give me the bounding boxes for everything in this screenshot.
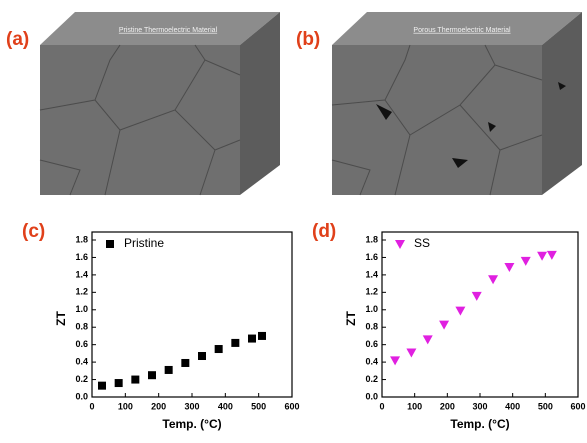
legend-label: Pristine	[124, 236, 164, 250]
point	[547, 251, 557, 260]
point	[248, 335, 256, 343]
x-tick-label: 100	[118, 401, 133, 411]
y-tick-label: 1.0	[365, 304, 378, 314]
y-tick-label: 1.0	[75, 304, 88, 314]
plot-frame	[382, 232, 578, 397]
y-tick-label: 1.8	[365, 234, 378, 244]
panel-label: (d)	[312, 221, 336, 242]
x-tick-label: 300	[184, 401, 199, 411]
point	[537, 252, 547, 261]
point	[488, 275, 498, 284]
x-tick-label: 300	[472, 401, 487, 411]
point	[115, 379, 123, 387]
point	[231, 339, 239, 347]
x-tick-label: 200	[440, 401, 455, 411]
panel-label: (a)	[6, 29, 29, 50]
x-tick-label: 500	[251, 401, 266, 411]
cube-front	[332, 45, 542, 195]
legend-marker	[395, 240, 405, 249]
y-tick-label: 0.0	[365, 391, 378, 401]
y-tick-label: 0.8	[75, 322, 88, 332]
x-tick-label: 0	[89, 401, 94, 411]
x-tick-label: 600	[284, 401, 299, 411]
y-tick-label: 0.4	[75, 356, 88, 366]
point	[165, 366, 173, 374]
y-tick-label: 0.2	[365, 374, 378, 384]
y-axis-label: ZT	[344, 311, 358, 326]
x-tick-label: 400	[505, 401, 520, 411]
y-tick-label: 1.6	[365, 252, 378, 262]
legend-marker	[106, 240, 114, 248]
point	[390, 356, 400, 365]
cube-front	[40, 45, 240, 195]
x-tick-label: 200	[151, 401, 166, 411]
x-axis-label: Temp. (°C)	[162, 417, 221, 431]
x-tick-label: 400	[218, 401, 233, 411]
x-tick-label: 500	[538, 401, 553, 411]
x-tick-label: 0	[379, 401, 384, 411]
y-tick-label: 0.6	[365, 339, 378, 349]
y-tick-label: 1.4	[365, 269, 378, 279]
panel-label: (c)	[22, 221, 45, 242]
x-tick-label: 100	[407, 401, 422, 411]
y-tick-label: 0.6	[75, 339, 88, 349]
point	[472, 292, 482, 301]
point	[181, 359, 189, 367]
figure: (a) Pristine Thermoelectric Material (b)…	[0, 0, 587, 443]
point	[406, 349, 416, 358]
x-tick-label: 600	[570, 401, 585, 411]
y-tick-label: 0.8	[365, 322, 378, 332]
panel-label: (b)	[296, 29, 320, 50]
point	[439, 321, 449, 330]
point	[504, 263, 514, 272]
point	[215, 345, 223, 353]
cube-b: (b) Porous Thermoelectric Material	[296, 12, 582, 195]
y-tick-label: 1.2	[75, 287, 88, 297]
point	[198, 352, 206, 360]
y-tick-label: 0.0	[75, 391, 88, 401]
y-tick-label: 1.6	[75, 252, 88, 262]
y-tick-label: 0.4	[365, 356, 378, 366]
cube-a: (a) Pristine Thermoelectric Material	[6, 12, 280, 195]
cube-title: Porous Thermoelectric Material	[413, 27, 511, 34]
y-tick-label: 1.2	[365, 287, 378, 297]
y-tick-label: 1.4	[75, 269, 88, 279]
y-tick-label: 1.8	[75, 234, 88, 244]
point	[423, 335, 433, 344]
x-axis-label: Temp. (°C)	[450, 417, 509, 431]
point	[521, 257, 531, 266]
point	[148, 371, 156, 379]
cube-title: Pristine Thermoelectric Material	[119, 27, 218, 34]
point	[98, 382, 106, 390]
y-axis-label: ZT	[54, 311, 68, 326]
point	[131, 376, 139, 384]
legend-label: SS	[414, 236, 430, 250]
point	[455, 307, 465, 316]
point	[258, 332, 266, 340]
y-tick-label: 0.2	[75, 374, 88, 384]
plot-frame	[92, 232, 292, 397]
